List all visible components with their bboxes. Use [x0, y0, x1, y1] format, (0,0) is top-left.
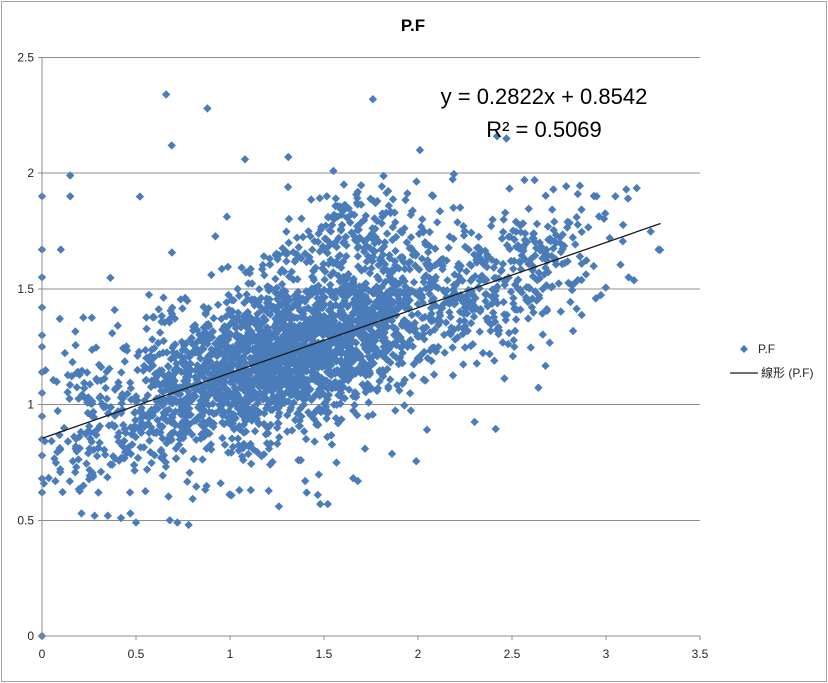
x-tick-label: 3	[603, 647, 610, 661]
trendline-line[interactable]	[41, 222, 661, 439]
y-tick-label: 0.5	[17, 513, 34, 527]
x-tick-label: 2.5	[504, 647, 521, 661]
chart-title: P.F	[401, 16, 425, 35]
trendline-r-squared: R² = 0.5069	[486, 117, 602, 142]
y-tick-label: 2.5	[17, 51, 34, 65]
y-tick-label: 1.5	[17, 282, 34, 296]
y-tick-label: 2	[27, 166, 34, 180]
x-tick-label: 2	[415, 647, 422, 661]
axes	[38, 57, 701, 640]
trendline-equation: y = 0.2822x + 0.8542	[441, 84, 648, 109]
legend-label-trendline: 線形 (P.F)	[761, 365, 813, 380]
axis-tick-labels: 0 0.5 1 1.5 2 2.5 0 0.5 1 1.5 2 2.5 3 3.5	[17, 51, 708, 662]
x-tick-label: 0.5	[128, 647, 145, 661]
y-tick-label: 0	[27, 629, 34, 643]
trendline[interactable]	[41, 222, 661, 439]
scatter-points[interactable]	[37, 90, 665, 641]
y-tick-label: 1	[27, 398, 34, 412]
legend: P.F 線形 (P.F)	[730, 342, 813, 380]
legend-item-trendline[interactable]: 線形 (P.F)	[730, 365, 813, 380]
x-tick-label: 3.5	[692, 647, 709, 661]
x-tick-label: 1	[227, 647, 234, 661]
legend-label-series: P.F	[758, 342, 775, 356]
diamond-marker-icon	[740, 345, 748, 353]
scatter-series[interactable]	[37, 90, 665, 641]
x-tick-label: 0	[39, 647, 46, 661]
legend-item-series[interactable]: P.F	[740, 342, 775, 356]
x-tick-label: 1.5	[316, 647, 333, 661]
